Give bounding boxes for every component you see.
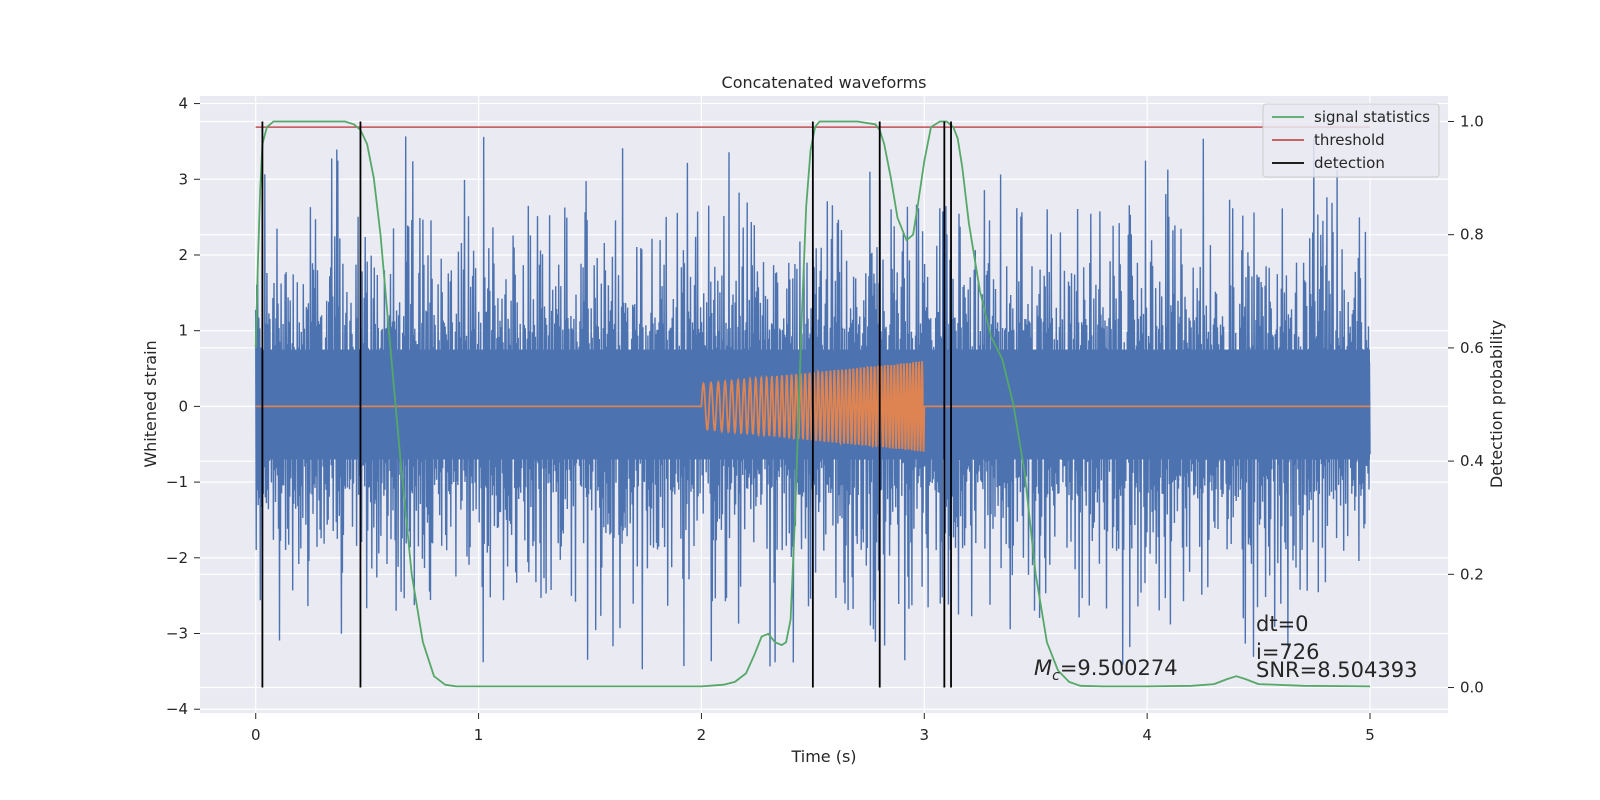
y-tick-label: −4: [166, 700, 188, 718]
x-tick-label: 3: [920, 726, 930, 744]
chart-title: Concatenated waveforms: [722, 73, 927, 92]
dt-annotation: dt=0: [1256, 612, 1309, 636]
x-tick-label: 2: [697, 726, 707, 744]
chirp-mass-value: =9.500274: [1060, 656, 1178, 680]
y-tick-label: 4: [178, 95, 188, 113]
y2-tick-label: 0.8: [1460, 226, 1484, 244]
legend-box: [1262, 103, 1440, 178]
y2-tick-label: 0.4: [1460, 452, 1484, 470]
y-tick-label: 1: [178, 322, 188, 340]
legend-label-threshold: threshold: [1314, 131, 1385, 149]
y-tick-label: 0: [178, 397, 188, 415]
legend-label-signal-statistics: signal statistics: [1314, 108, 1430, 126]
y-tick-label: 3: [178, 170, 188, 188]
index-annotation: i=726: [1256, 640, 1320, 664]
y2-axis-label: Detection probability: [1487, 320, 1506, 488]
y2-tick-label: 0.2: [1460, 565, 1484, 583]
y-axis-label: Whitened strain: [141, 340, 160, 467]
y2-tick-label: 0.6: [1460, 339, 1484, 357]
y-tick-label: 2: [178, 246, 188, 264]
y-tick-label: −3: [166, 625, 188, 643]
x-tick-label: 0: [251, 726, 261, 744]
chirp-mass-symbol: M: [1034, 656, 1052, 680]
signal-statistics-line: [254, 120, 1371, 688]
x-axis-label: Time (s): [790, 747, 856, 766]
axes: 0 1 2 3 4 5 4 3 2 1 0 −1 −2 −3 −4 1.0 0.8 0.6 0.4 0.2 0.0: [166, 95, 1484, 744]
legend-label-detection: detection: [1314, 154, 1385, 172]
data-layer: [254, 120, 1371, 688]
y2-tick-label: 0.0: [1460, 679, 1484, 697]
chirp-mass-annotation: Mc=9.500274: [1034, 656, 1178, 684]
annotations: Mc=9.500274 dt=0 i=726 SNR=8.504393: [1034, 612, 1417, 684]
x-tick-label: 4: [1142, 726, 1152, 744]
legend: signal statistics threshold detection: [1262, 103, 1440, 178]
x-tick-label: 1: [474, 726, 484, 744]
y-tick-label: −2: [166, 549, 188, 567]
snr-annotation: SNR=8.504393: [1256, 658, 1417, 682]
y-tick-label: −1: [166, 473, 188, 491]
x-tick-label: 5: [1365, 726, 1375, 744]
y2-tick-label: 1.0: [1460, 112, 1484, 130]
chirp-mass-subscript: c: [1052, 668, 1060, 684]
